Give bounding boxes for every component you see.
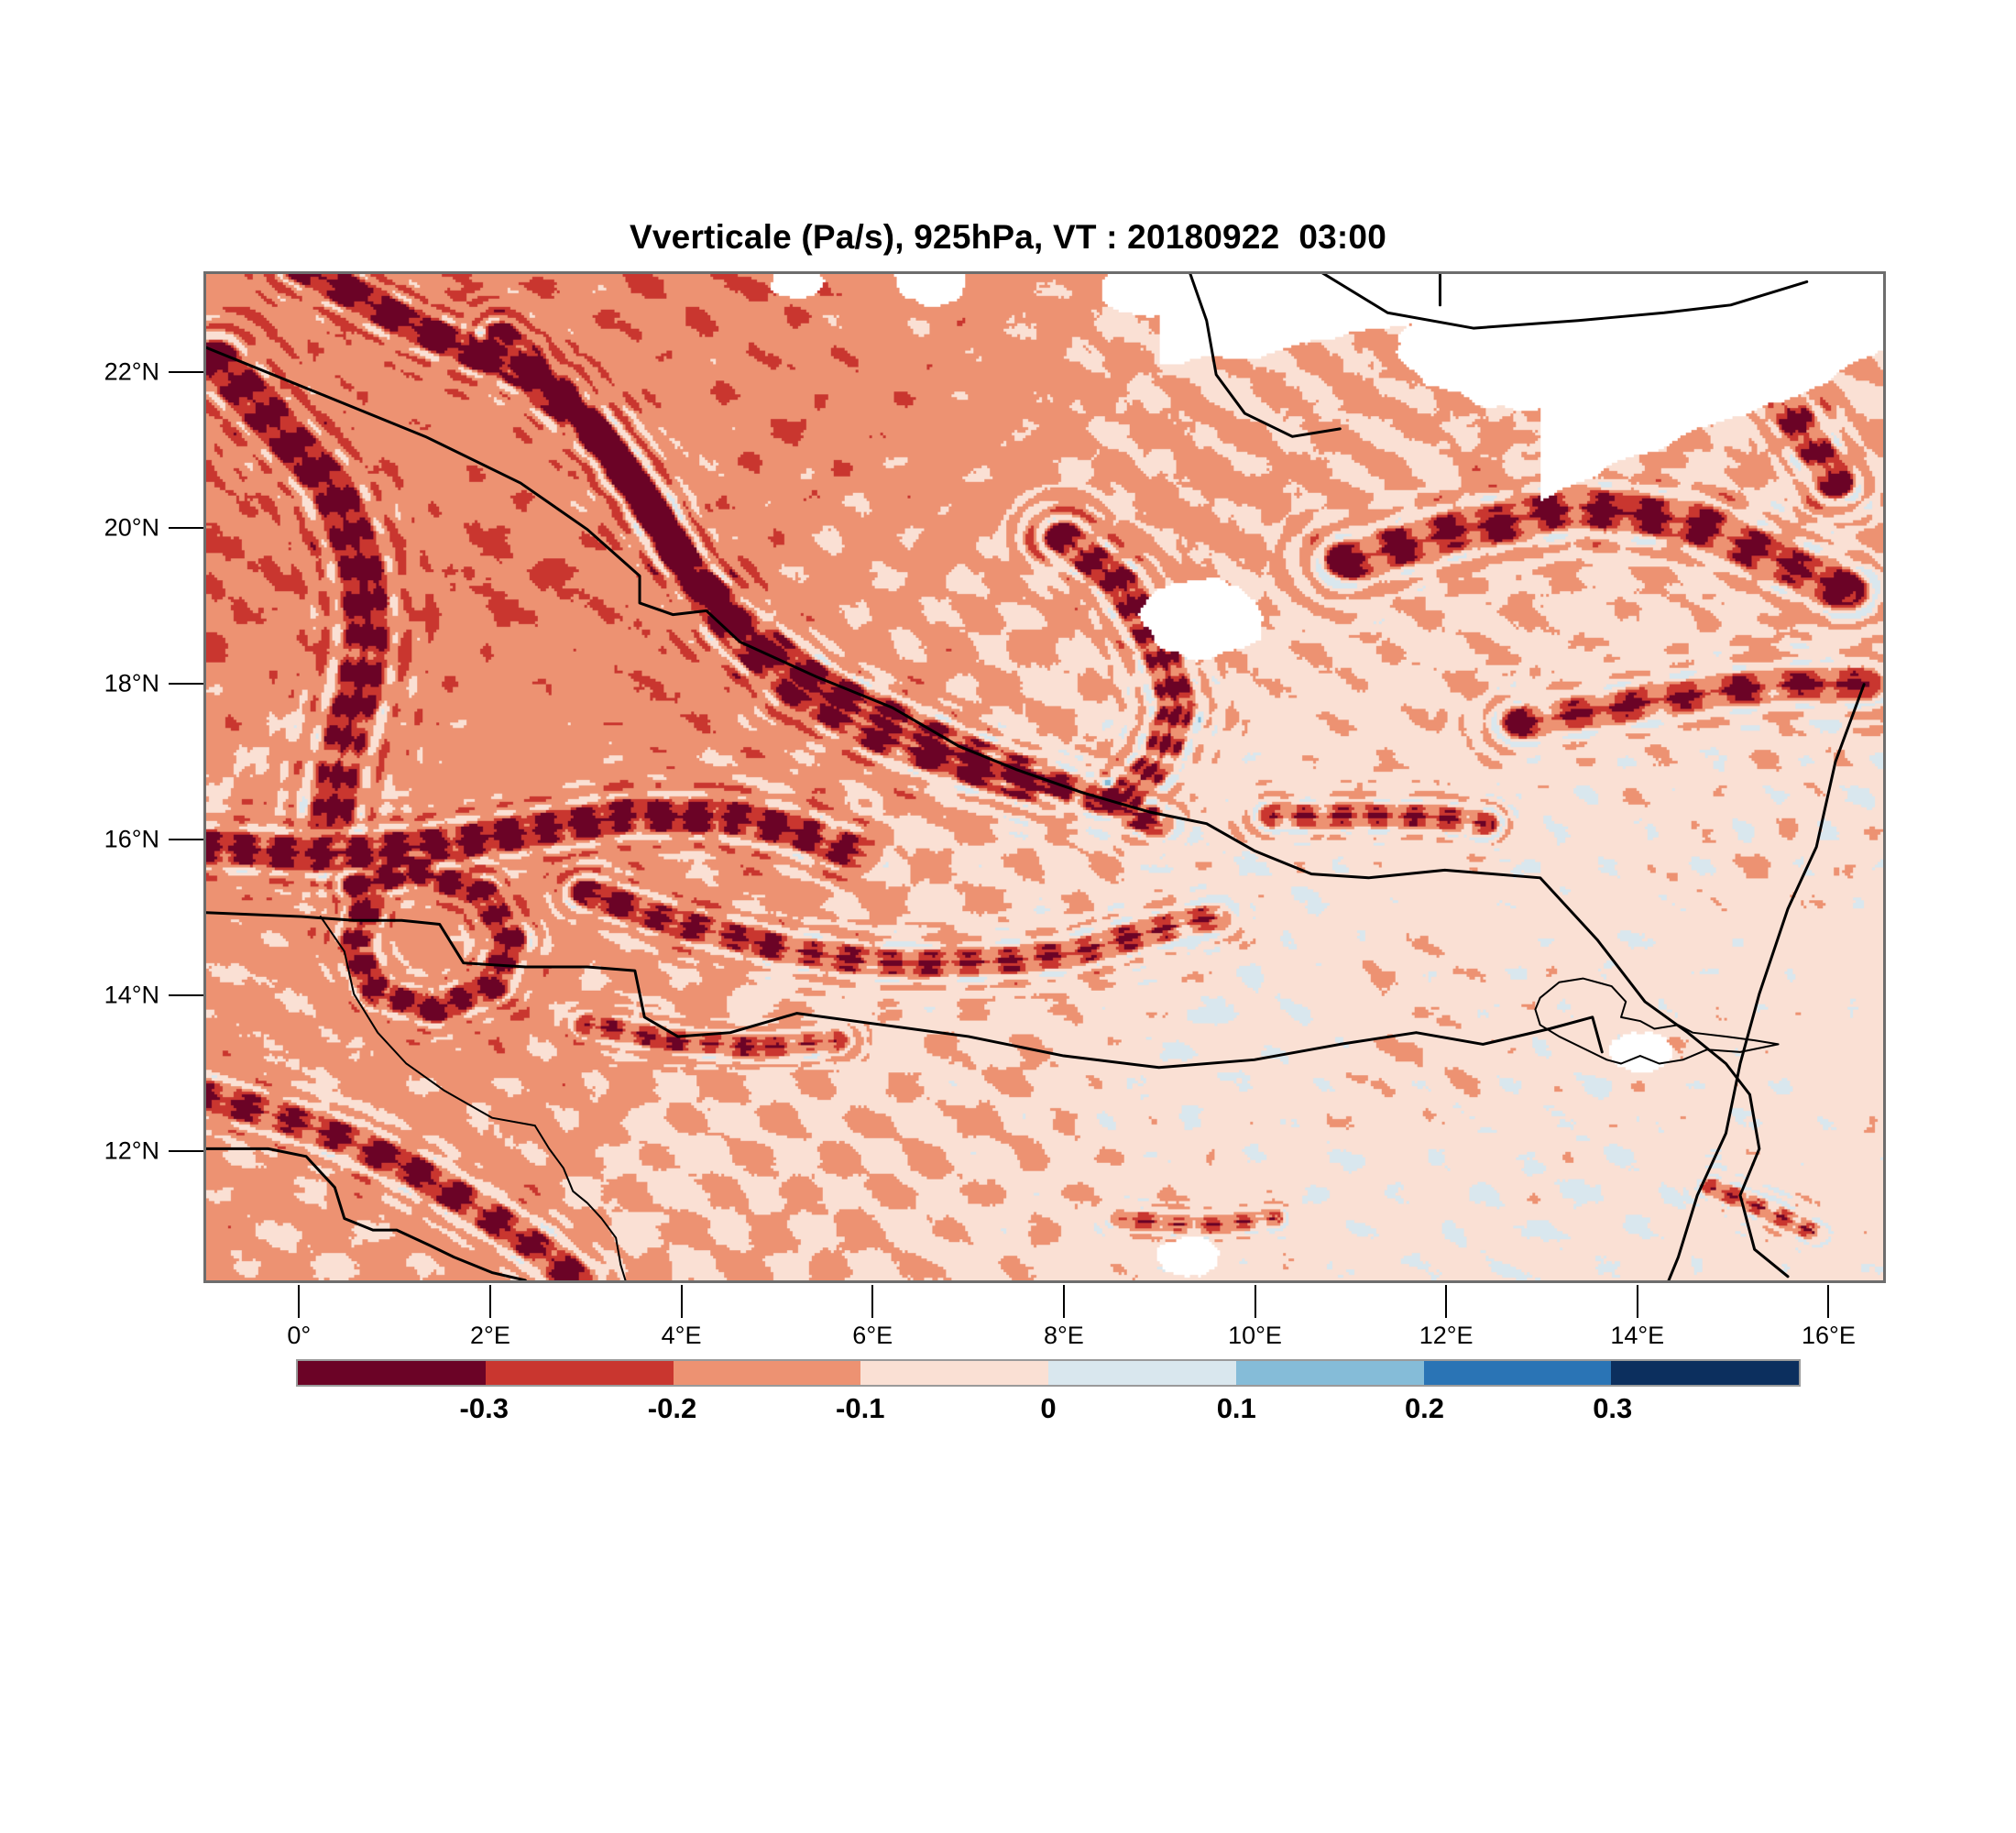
lon-tick-label: 10°E [1228, 1322, 1282, 1349]
lon-tick-mark [1254, 1285, 1256, 1318]
lat-tick-label: 22°N [104, 357, 159, 386]
lat-tick-label: 20°N [104, 513, 159, 542]
lat-tick-mark [169, 993, 203, 996]
lon-tick-label: 2°E [470, 1322, 510, 1349]
lat-tick-mark [169, 683, 203, 686]
vertical-velocity-field [206, 274, 1883, 1280]
lat-tick-mark [169, 371, 203, 374]
colorbar-tick-label: -0.2 [647, 1392, 697, 1424]
lon-tick-label: 12°E [1419, 1322, 1474, 1349]
colorbar-swatch [1048, 1361, 1236, 1385]
lon-tick-mark [488, 1285, 491, 1318]
country-border-line [1321, 274, 1809, 330]
lat-tick-mark [169, 838, 203, 840]
country-border-line [206, 346, 1790, 1279]
lon-tick-mark [1636, 1285, 1638, 1318]
colorbar-swatch [485, 1361, 674, 1385]
colorbar-swatch [1235, 1361, 1424, 1385]
colorbar-swatch [1611, 1361, 1799, 1385]
lat-tick-label: 12°N [104, 1136, 159, 1165]
colorbar-swatch [1423, 1361, 1612, 1385]
country-border-line [1667, 683, 1866, 1280]
lat-tick-mark [169, 1149, 203, 1152]
lon-tick-label: 16°E [1801, 1322, 1856, 1349]
lon-tick-mark [298, 1285, 301, 1318]
colorbar-tick-label: 0.1 [1216, 1392, 1256, 1424]
colorbar-swatch [673, 1361, 861, 1385]
lon-tick-label: 8°E [1043, 1322, 1084, 1349]
hydrography-line [319, 916, 536, 1127]
lon-tick-mark [871, 1285, 874, 1318]
lon-tick-label: 0° [287, 1322, 312, 1349]
colorbar [296, 1359, 1801, 1387]
colorbar-swatch [298, 1361, 486, 1385]
lat-tick-label: 18°N [104, 669, 159, 697]
lon-tick-mark [1445, 1285, 1448, 1318]
lon-tick-mark [680, 1285, 683, 1318]
colorbar-tick-label: 0.3 [1593, 1392, 1633, 1424]
map-plot-area [203, 271, 1886, 1283]
colorbar-swatch [860, 1361, 1048, 1385]
colorbar-tick-label: -0.1 [836, 1392, 885, 1424]
chart-title: Vverticale (Pa/s), 925hPa, VT : 20180922… [630, 218, 1386, 256]
hydrography-line [1534, 977, 1780, 1065]
colorbar-tick-label: -0.3 [459, 1392, 509, 1424]
lon-tick-label: 14°E [1610, 1322, 1665, 1349]
country-borders-overlay [206, 274, 1866, 1280]
colorbar-tick-label: 0.2 [1404, 1392, 1445, 1424]
lon-tick-mark [1827, 1285, 1830, 1318]
country-border-line [206, 911, 1604, 1070]
hydrography-line [533, 1125, 627, 1280]
colorbar-tick-label: 0 [1040, 1392, 1057, 1424]
lat-tick-mark [169, 527, 203, 530]
lon-tick-label: 6°E [852, 1322, 893, 1349]
lon-tick-label: 4°E [661, 1322, 702, 1349]
country-border-line [206, 1147, 527, 1280]
lat-tick-label: 14°N [104, 981, 159, 1009]
lon-tick-mark [1062, 1285, 1065, 1318]
country-border-line [1189, 274, 1342, 438]
lat-tick-label: 16°N [104, 825, 159, 853]
